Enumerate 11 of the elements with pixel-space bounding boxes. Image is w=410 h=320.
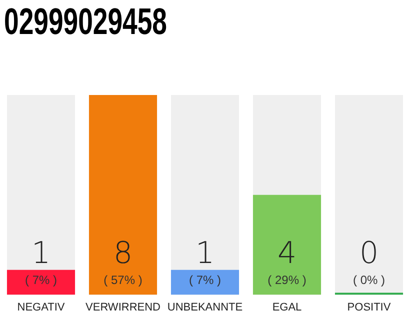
data-label: 4 ( 29% ) [268,236,306,288]
x-tick-label: NEGATIV [17,301,66,314]
x-tick-label: POSITIV [347,301,392,314]
x-tick-label: EGAL [272,301,302,314]
data-label: 1 ( 7% ) [24,236,58,288]
data-label: 0 ( 0% ) [352,236,386,288]
chart-title: 02999029458 [4,0,167,44]
x-tick-label: VERWIRREND [86,301,161,314]
data-label: 8 ( 57% ) [104,236,142,288]
x-tick-label: UNBEKANNTE [167,301,243,314]
data-label: 1 ( 7% ) [188,236,222,288]
